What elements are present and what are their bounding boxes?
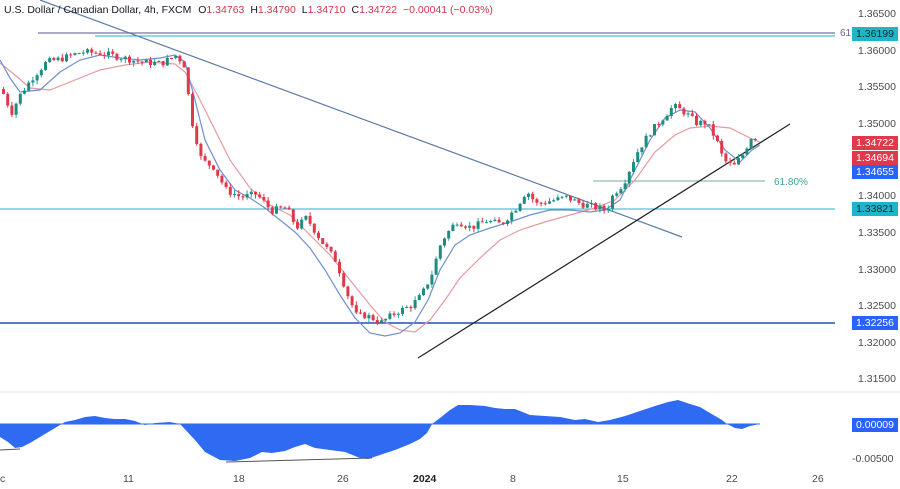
horizontal-levels	[0, 32, 835, 324]
time-label: 18	[233, 473, 245, 485]
low-value: 1.34710	[307, 4, 346, 16]
price-tick: 1.31500	[858, 373, 896, 385]
price-tick: 1.36000	[858, 45, 896, 57]
symbol-legend: U.S. Dollar / Canadian Dollar, 4h, FXCM …	[4, 4, 493, 16]
price-axis[interactable]: 1.36500 1.36000 1.35500 1.35000 1.34000 …	[836, 0, 900, 391]
macd-histogram-area	[0, 400, 760, 461]
candlestick-series	[2, 47, 757, 326]
open-label: O	[198, 4, 207, 16]
price-tick: 1.36500	[858, 8, 896, 20]
macd-axis[interactable]: 0.00009 -0.00500	[836, 393, 900, 469]
price-badge-support-blue: 1.32256	[852, 316, 898, 330]
macd-tick: -0.00500	[852, 453, 894, 465]
time-label: 2024	[413, 473, 437, 485]
time-label: 15	[617, 473, 629, 485]
time-label: c	[0, 473, 6, 485]
symbol-title: U.S. Dollar / Canadian Dollar, 4h, FXCM	[4, 4, 192, 16]
change-value: −0.00041 (−0.03%)	[403, 4, 493, 16]
low-label: L	[301, 4, 308, 16]
price-tick: 1.34000	[858, 190, 896, 202]
fast-ma-line	[0, 54, 761, 337]
time-label: 11	[123, 473, 134, 485]
pane-divider[interactable]	[0, 391, 900, 393]
price-badge-slow-ma: 1.34694	[852, 151, 898, 165]
close-value: 1.34722	[359, 4, 398, 16]
time-label: 26	[337, 473, 349, 485]
macd-pane[interactable]	[0, 400, 760, 463]
high-label: H	[250, 4, 258, 16]
fib-61-80-label: 61.80%	[774, 177, 808, 188]
price-tick: 1.32500	[858, 300, 896, 312]
time-label: 8	[510, 473, 516, 485]
macd-divergence-line-2	[225, 457, 373, 463]
price-badge-resistance: 1.36199	[852, 27, 898, 41]
price-badge-close: 1.34722	[852, 136, 898, 150]
open-value: 1.34763	[206, 4, 245, 16]
price-tick: 1.33000	[858, 264, 896, 276]
price-badge-fast-ma: 1.34655	[852, 165, 898, 179]
price-tick: 1.33500	[858, 227, 896, 239]
downtrend-line[interactable]	[39, 0, 683, 238]
close-label: C	[351, 4, 360, 16]
time-axis[interactable]: c 11 18 26 2024 8 15 22 26	[0, 473, 836, 489]
price-tick: 1.35000	[858, 118, 896, 130]
price-badge-support-cyan: 1.33821	[852, 202, 898, 216]
price-tick: 1.35500	[858, 81, 896, 93]
time-label: 26	[812, 473, 824, 485]
macd-divergence-line-1	[0, 448, 21, 451]
price-tick: 1.32000	[858, 337, 896, 349]
fib-61-top-label: 61	[840, 28, 852, 39]
uptrend-line[interactable]	[417, 123, 791, 359]
time-label: 22	[726, 473, 738, 485]
macd-badge: 0.00009	[852, 418, 898, 432]
high-value: 1.34790	[257, 4, 296, 16]
slow-ma-line	[0, 61, 761, 333]
